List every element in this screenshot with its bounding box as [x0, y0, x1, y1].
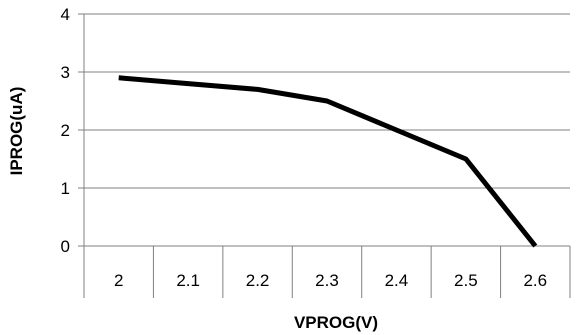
series-layer — [118, 75, 538, 248]
x-tick-label: 2 — [114, 271, 123, 290]
y-tick-label: 4 — [61, 5, 70, 24]
y-axis-title: IPROG(uA) — [7, 87, 26, 176]
y-tick-label: 3 — [61, 63, 70, 82]
axes — [78, 13, 571, 298]
y-tick-label: 2 — [61, 121, 70, 140]
y-tick-labels: 0 1 2 3 4 — [61, 5, 70, 256]
x-tick-labels: 2 2.1 2.2 2.3 2.4 2.5 2.6 — [114, 271, 547, 290]
x-tick-label: 2.1 — [176, 271, 200, 290]
series-line — [118, 75, 538, 248]
x-tick-label: 2.2 — [246, 271, 270, 290]
x-tick-label: 2.4 — [385, 271, 409, 290]
y-tick-label: 0 — [61, 237, 70, 256]
x-tick-label: 2.5 — [454, 271, 478, 290]
x-axis-title: VPROG(V) — [294, 313, 378, 332]
x-tick-label: 2.3 — [315, 271, 339, 290]
y-tick-label: 1 — [61, 179, 70, 198]
x-tick-label: 2.6 — [523, 271, 547, 290]
